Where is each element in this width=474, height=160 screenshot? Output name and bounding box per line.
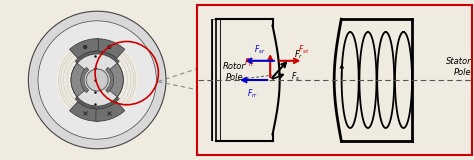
Wedge shape (70, 101, 99, 121)
Circle shape (56, 39, 138, 121)
Text: $\mathit{F_r}$: $\mathit{F_r}$ (294, 48, 304, 61)
Wedge shape (71, 63, 85, 97)
Circle shape (38, 21, 156, 139)
Wedge shape (96, 39, 125, 59)
Circle shape (28, 11, 166, 149)
Circle shape (86, 69, 108, 91)
Wedge shape (92, 96, 119, 109)
Circle shape (83, 45, 87, 48)
Text: $\mathit{F_{sr}}$: $\mathit{F_{sr}}$ (254, 44, 265, 56)
Wedge shape (75, 96, 102, 109)
Wedge shape (70, 39, 99, 59)
Text: Rotor
Pole: Rotor Pole (223, 62, 246, 82)
Text: $\mathit{F_{st}}$: $\mathit{F_{st}}$ (299, 44, 310, 56)
Circle shape (108, 45, 111, 48)
Wedge shape (92, 51, 119, 64)
Circle shape (71, 54, 123, 106)
Text: $\mathit{F_s}$: $\mathit{F_s}$ (291, 70, 301, 83)
Text: Stator
Pole: Stator Pole (446, 57, 471, 77)
Text: $\mathit{F_{rt}}$: $\mathit{F_{rt}}$ (244, 57, 255, 69)
Wedge shape (81, 67, 89, 93)
Wedge shape (75, 51, 102, 64)
Wedge shape (106, 67, 114, 93)
Wedge shape (109, 63, 123, 97)
Wedge shape (96, 101, 125, 121)
Text: $\mathit{F_{rr}}$: $\mathit{F_{rr}}$ (247, 87, 258, 100)
Bar (197, 5, 472, 155)
